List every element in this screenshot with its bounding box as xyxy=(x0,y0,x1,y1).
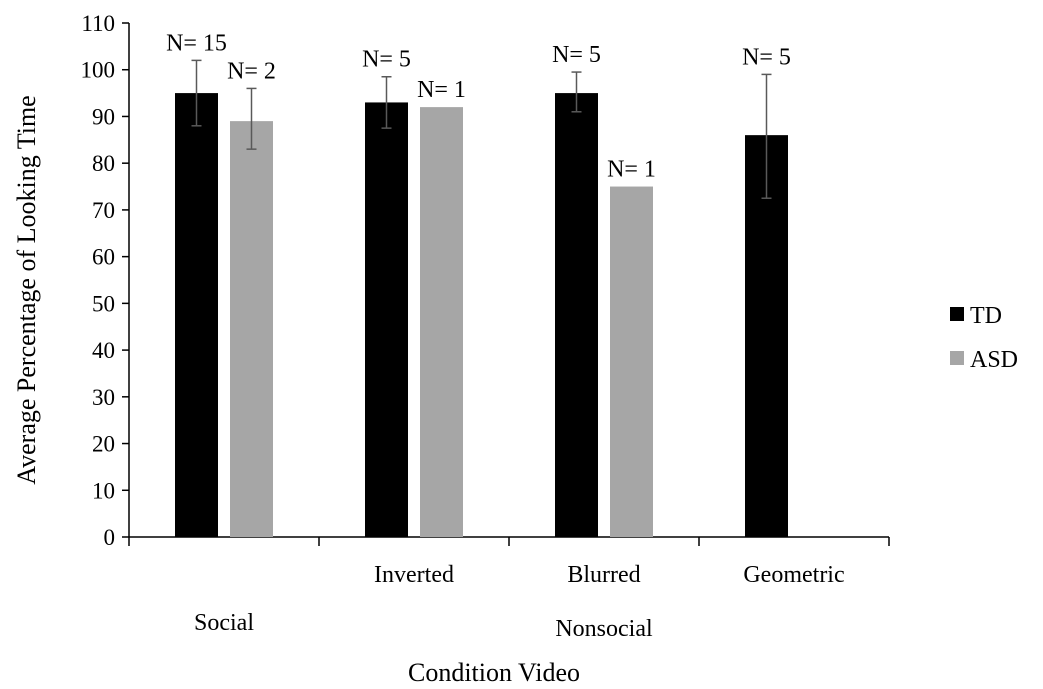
y-tick-label: 110 xyxy=(81,11,115,36)
bar-td xyxy=(365,102,408,537)
chart-bars xyxy=(175,59,788,538)
bar-td xyxy=(745,135,788,538)
legend-swatch-td xyxy=(950,307,964,321)
x-group-label: Social xyxy=(194,610,254,636)
y-tick-label: 30 xyxy=(92,385,115,410)
y-tick-label: 40 xyxy=(92,338,115,363)
x-tick-label: Geometric xyxy=(743,562,844,588)
y-tick-label: 70 xyxy=(92,198,115,223)
y-axis-title: Average Percentage of Looking Time xyxy=(12,95,41,484)
y-tick-label: 0 xyxy=(104,525,116,550)
n-label: N= 5 xyxy=(742,44,791,70)
bar-td xyxy=(175,93,218,537)
y-tick-label: 10 xyxy=(92,478,115,503)
n-label: N= 5 xyxy=(362,47,411,73)
bar-td xyxy=(555,93,598,537)
n-label: N= 1 xyxy=(417,77,466,103)
y-tick-label: 90 xyxy=(92,104,115,129)
y-tick-label: 100 xyxy=(81,58,116,83)
legend-label-asd: ASD xyxy=(970,347,1018,373)
x-group-label: Nonsocial xyxy=(555,616,653,642)
n-label: N= 2 xyxy=(227,58,276,84)
y-tick-label: 50 xyxy=(92,291,115,316)
legend-swatch-asd xyxy=(950,351,964,365)
n-label: N= 5 xyxy=(552,42,601,68)
bar-asd xyxy=(420,107,463,537)
y-tick-label: 20 xyxy=(92,432,115,457)
x-tick-label: Blurred xyxy=(567,562,640,588)
chart-legend: TD ASD xyxy=(950,303,1018,373)
x-axis-title: Condition Video xyxy=(408,658,580,687)
bar-asd xyxy=(610,186,653,537)
bar-asd xyxy=(230,121,273,538)
y-tick-label: 60 xyxy=(92,245,115,270)
y-tick-label: 80 xyxy=(92,151,115,176)
x-tick-label: Inverted xyxy=(374,562,454,588)
legend-label-td: TD xyxy=(970,303,1002,329)
n-label: N= 1 xyxy=(607,157,656,183)
n-label: N= 15 xyxy=(166,30,227,56)
